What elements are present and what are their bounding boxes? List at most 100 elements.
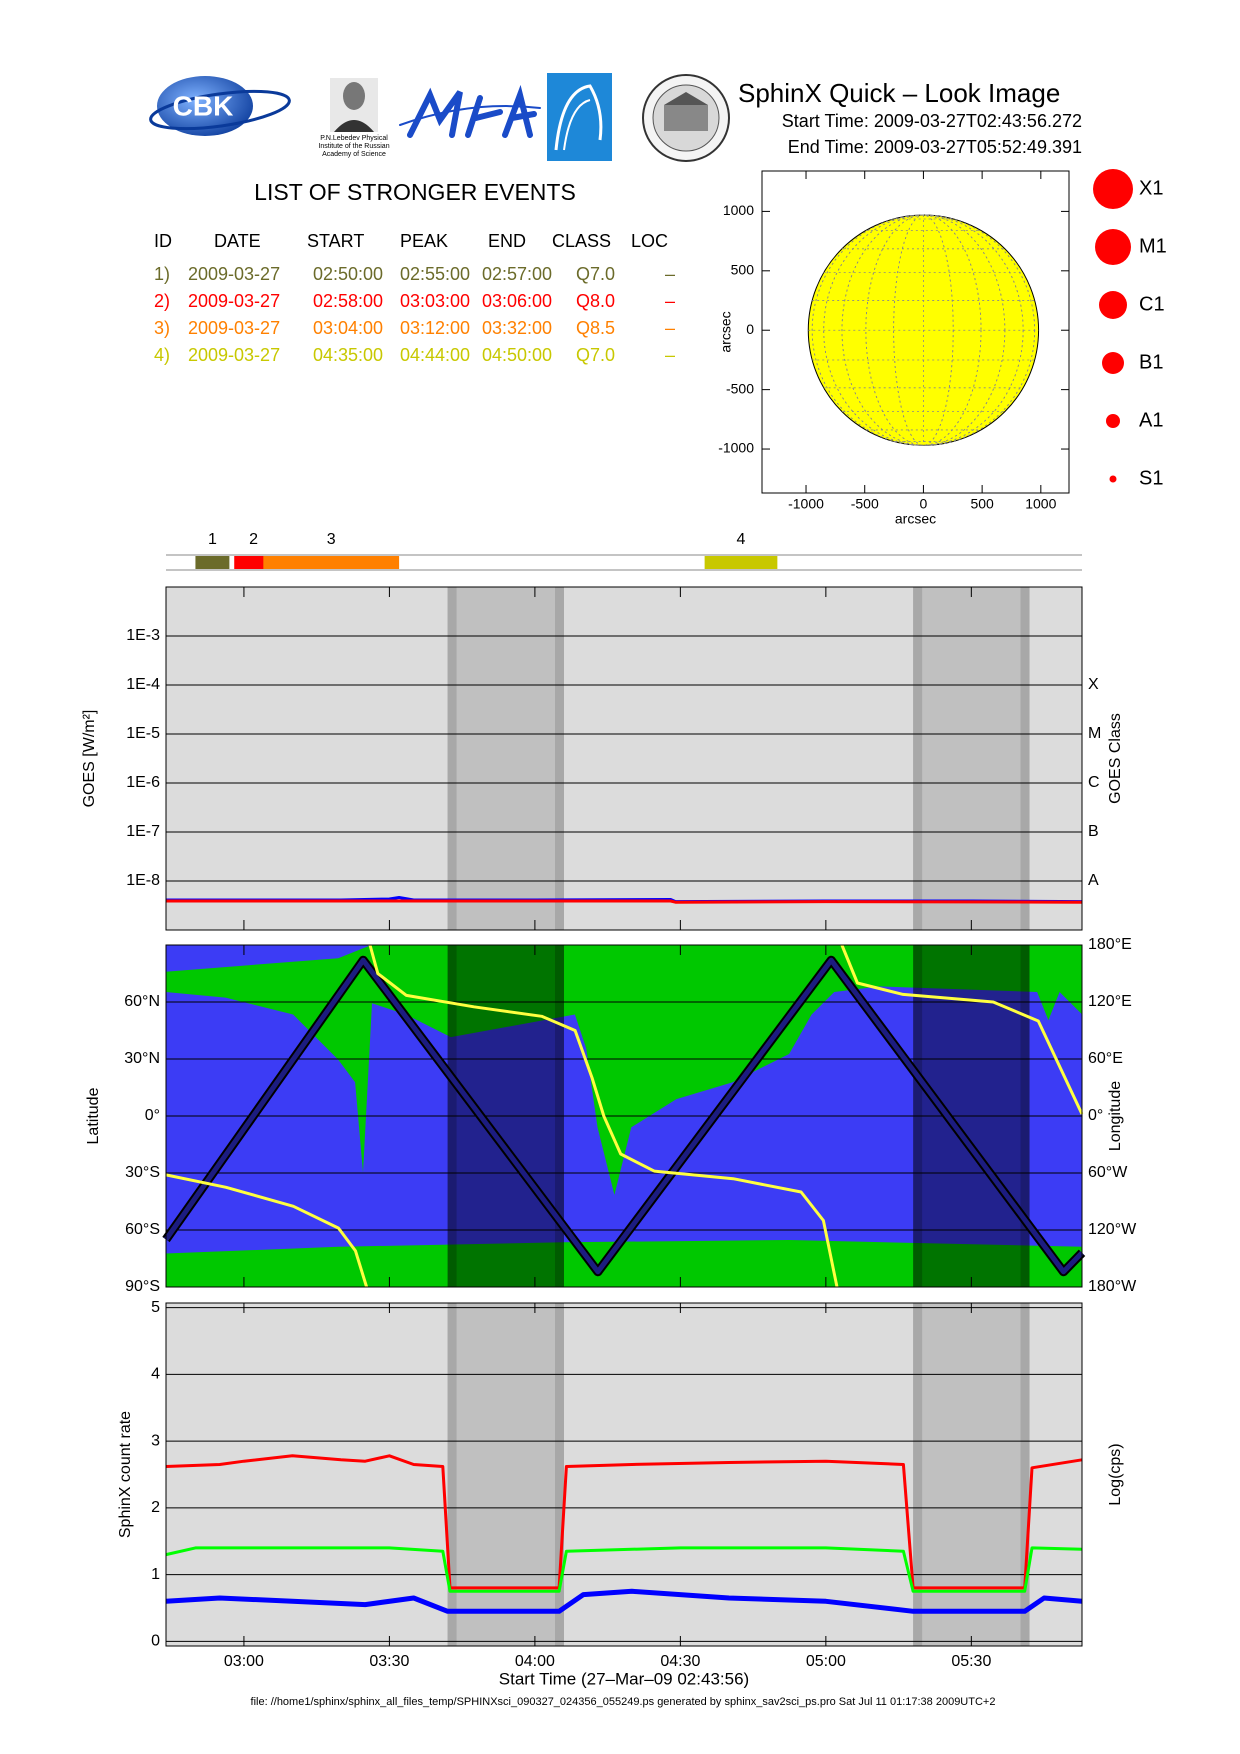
y2-tick-label: B [1088, 823, 1099, 840]
event-bar [263, 556, 400, 569]
y-tick-label: 1000 [723, 202, 754, 218]
y-axis-label: GOES [W/m²] [81, 710, 98, 808]
y2-tick-label: X [1088, 676, 1099, 693]
size-marker [1109, 475, 1117, 483]
table-cell: Q8.5 [576, 318, 615, 338]
table-header: START [307, 231, 364, 251]
y-axis-label: SphinX count rate [117, 1411, 134, 1538]
size-label: A1 [1139, 409, 1163, 431]
table-cell: – [665, 345, 675, 365]
x-tick-label: 1000 [1025, 496, 1056, 512]
eclipse-region [447, 1303, 564, 1646]
y2-tick-label: C [1088, 774, 1100, 791]
y2-tick-label: A [1088, 872, 1099, 889]
eclipse-edge [913, 587, 923, 930]
y-tick-label: 1E-7 [126, 823, 160, 840]
table-cell: 2009-03-27 [188, 345, 280, 365]
table-header: DATE [214, 231, 261, 251]
table-cell: 04:50:00 [482, 345, 552, 365]
series-line [165, 1454, 1083, 1590]
y2-tick-label: 60°E [1088, 1050, 1123, 1067]
table-header: PEAK [400, 231, 448, 251]
series-line [165, 944, 1084, 1288]
event-bar [704, 556, 778, 569]
x-tick-label: 03:00 [224, 1653, 264, 1670]
series-line [166, 899, 1083, 904]
table-cell: – [665, 318, 675, 338]
size-marker [1102, 352, 1124, 374]
eclipse-edge [913, 1303, 923, 1646]
table-cell: 04:35:00 [313, 345, 383, 365]
table-cell: 02:50:00 [313, 264, 383, 284]
logo-university [642, 74, 730, 162]
table-cell: Q7.0 [576, 345, 615, 365]
table-cell: 03:32:00 [482, 318, 552, 338]
table-cell: – [665, 264, 675, 284]
table-header: ID [154, 231, 172, 251]
event-number: 4 [737, 531, 746, 548]
y-tick-label: 30°N [124, 1050, 160, 1067]
x-tick-label: 04:00 [515, 1653, 555, 1670]
y-tick-label: 0 [151, 1633, 160, 1650]
table-cell: 1) [154, 264, 170, 284]
events-title: LIST OF STRONGER EVENTS [254, 179, 576, 205]
table-cell: 03:03:00 [400, 291, 470, 311]
logo-cbk: CBK [149, 76, 291, 136]
end-time: End Time: 2009-03-27T05:52:49.391 [788, 137, 1082, 157]
table-cell: 03:12:00 [400, 318, 470, 338]
series-line [165, 1588, 1083, 1614]
series-line [165, 1546, 1083, 1593]
y-tick-label: -500 [726, 380, 754, 396]
logo-text: CBK [173, 90, 234, 121]
y-tick-label: 1E-4 [126, 676, 160, 693]
plot-frame [165, 586, 1083, 931]
table-header: LOC [631, 231, 668, 251]
table-cell: 02:58:00 [313, 291, 383, 311]
y-tick-label: 1E-5 [126, 725, 160, 742]
sun-grid [823, 214, 1024, 446]
table-cell: Q8.0 [576, 291, 615, 311]
y-tick-label: -1000 [718, 440, 754, 456]
plot-frame [165, 944, 1083, 1288]
y-tick-label: 3 [151, 1432, 160, 1449]
table-cell: 04:44:00 [400, 345, 470, 365]
y2-tick-label: 60°W [1088, 1164, 1128, 1181]
eclipse-edge [1020, 1303, 1030, 1646]
sun-grid [811, 214, 1036, 446]
table-cell: 03:04:00 [313, 318, 383, 338]
x-tick-label: 500 [970, 496, 994, 512]
table-header: CLASS [552, 231, 611, 251]
size-label: X1 [1139, 177, 1163, 199]
y2-axis-label: GOES Class [1107, 713, 1124, 804]
x-tick-label: 03:30 [369, 1653, 409, 1670]
size-marker [1093, 169, 1133, 209]
eclipse-region [913, 587, 1030, 930]
size-label: B1 [1139, 351, 1163, 373]
y2-tick-label: 120°W [1088, 1221, 1137, 1238]
y-tick-label: 1E-3 [126, 627, 160, 644]
event-number: 2 [249, 531, 258, 548]
y2-tick-label: 180°W [1088, 1278, 1137, 1295]
event-bar [195, 556, 230, 569]
x-axis-label: Start Time (27–Mar–09 02:43:56) [499, 1669, 749, 1688]
y-tick-label: 60°S [125, 1221, 160, 1238]
y2-axis-label: Longitude [1107, 1081, 1124, 1151]
y-tick-label: 60°N [124, 993, 160, 1010]
y2-tick-label: 180°E [1088, 936, 1132, 953]
table-cell: 2) [154, 291, 170, 311]
title: SphinX Quick – Look Image [738, 78, 1060, 108]
x-axis-label: arcsec [895, 511, 936, 527]
event-number: 1 [208, 531, 217, 548]
y2-tick-label: M [1088, 725, 1101, 742]
size-label: C1 [1139, 293, 1165, 315]
start-time: Start Time: 2009-03-27T02:43:56.272 [782, 111, 1082, 131]
y-tick-label: 1E-6 [126, 774, 160, 791]
eclipse-edge [1020, 587, 1030, 930]
eclipse-region [447, 587, 564, 930]
size-marker [1099, 291, 1127, 319]
eclipse-region [913, 1303, 1030, 1646]
table-cell: 3) [154, 318, 170, 338]
table-cell: 2009-03-27 [188, 291, 280, 311]
y-axis-label: arcsec [718, 311, 734, 352]
